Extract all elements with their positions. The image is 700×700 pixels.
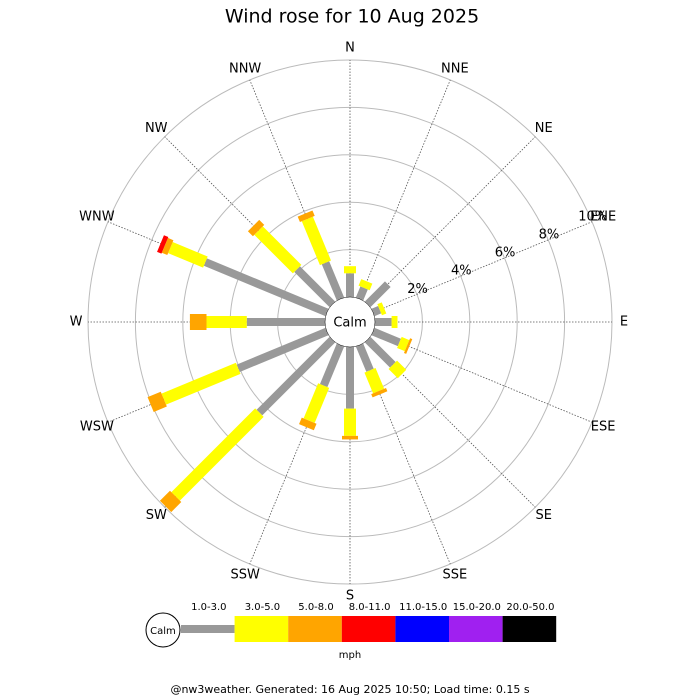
rose-segment	[301, 216, 332, 266]
ring-label: 6%	[495, 246, 516, 261]
calm-circle	[324, 296, 376, 348]
rose-segment	[355, 286, 368, 301]
direction-label: W	[70, 315, 83, 330]
rose-segment	[171, 408, 264, 501]
rose-segment	[371, 388, 388, 398]
legend-label: 3.0-5.0	[245, 602, 280, 613]
rose-segment	[159, 490, 182, 513]
rose-segment	[364, 336, 396, 368]
direction-label: S	[346, 589, 354, 604]
rose-segment	[203, 258, 329, 317]
direction-label: N	[345, 41, 355, 56]
calm-label: Calm	[333, 316, 366, 331]
rose-segment	[236, 327, 329, 372]
rose-segment	[168, 242, 208, 268]
rose-segment	[254, 226, 302, 274]
legend-calm	[145, 612, 181, 648]
rose-segment	[319, 343, 345, 388]
rose-segment	[256, 336, 336, 416]
rose-segment	[388, 360, 407, 379]
direction-label: ESE	[591, 419, 616, 434]
legend-swatch	[288, 616, 342, 642]
legend-calm-label: Calm	[150, 626, 176, 637]
rose-segment	[157, 235, 169, 254]
ring	[134, 106, 566, 538]
legend-swatch	[449, 616, 503, 642]
direction-label: SW	[146, 508, 167, 523]
rose-segment	[403, 338, 413, 354]
legend-label: 5.0-8.0	[298, 602, 333, 613]
direction-label: SSE	[442, 568, 467, 583]
ring-label: 4%	[451, 264, 472, 279]
direction-label: NW	[145, 121, 168, 136]
rose-segment	[355, 343, 374, 372]
rose-segment	[397, 336, 410, 352]
direction-label: NNW	[229, 61, 261, 76]
rose-segment	[358, 279, 373, 291]
rose-segment	[321, 261, 345, 301]
rose-segment	[161, 362, 241, 405]
rose-segment	[161, 237, 174, 255]
legend-label: 1.0-3.0	[191, 602, 226, 613]
chart-title: Wind rose for 10 Aug 2025	[225, 6, 479, 28]
legend-swatch	[502, 616, 557, 642]
direction-label: ENE	[590, 210, 616, 225]
rose-segment	[364, 367, 385, 394]
rose-segment	[147, 391, 167, 412]
direction-label: SSW	[230, 568, 260, 583]
rose-segment	[297, 210, 315, 223]
rose-segment	[294, 266, 336, 308]
rose-segment	[377, 302, 387, 316]
rose-segment	[247, 219, 265, 237]
ring-label: 2%	[407, 282, 428, 297]
direction-label: SE	[536, 508, 552, 523]
legend-swatch	[234, 616, 289, 642]
direction-label: NNE	[441, 61, 469, 76]
rose-segment	[299, 417, 317, 431]
ring-label: 8%	[539, 227, 560, 242]
legend-swatch	[341, 616, 396, 642]
legend-label: 11.0-15.0	[399, 602, 447, 613]
direction-label: NE	[535, 121, 553, 136]
ring-label: 10%	[578, 209, 607, 224]
ring	[182, 154, 518, 490]
rose-segment	[364, 281, 391, 308]
footer: @nw3weather. Generated: 16 Aug 2025 10:5…	[170, 683, 529, 696]
rose-segment	[303, 383, 330, 423]
rose-segment	[371, 306, 382, 317]
rose-segment	[371, 327, 401, 347]
legend-label: 20.0-50.0	[506, 602, 554, 613]
legend-label: 15.0-20.0	[453, 602, 501, 613]
legend-label: 8.0-11.0	[349, 602, 391, 613]
direction-label: E	[620, 315, 628, 330]
direction-label: WSW	[80, 419, 114, 434]
legend-swatch	[395, 616, 449, 642]
direction-label: WNW	[79, 210, 115, 225]
legend-unit: mph	[339, 650, 361, 661]
